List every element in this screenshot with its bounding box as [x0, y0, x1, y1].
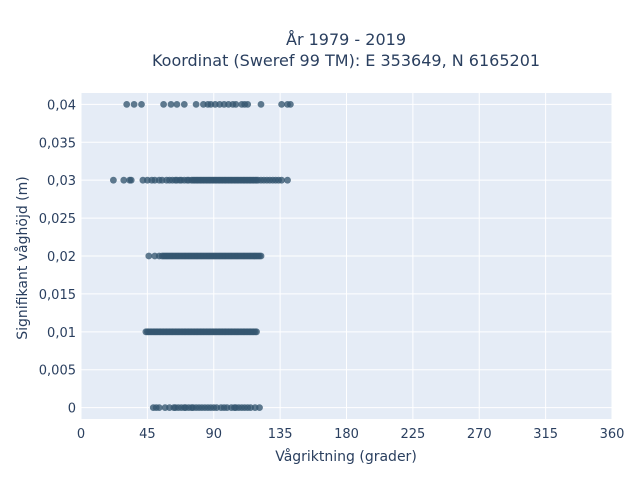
data-point: [120, 176, 128, 184]
y-tick-label: 0: [68, 402, 76, 417]
data-point: [257, 101, 265, 108]
data-point: [180, 101, 188, 108]
data-point: [110, 176, 117, 184]
series-row: [110, 176, 291, 184]
y-tick-label: 0,005: [39, 364, 76, 379]
x-tick-label: 360: [600, 427, 625, 442]
chart-title-line-1: År 1979 - 2019: [286, 30, 406, 49]
x-tick-label: 270: [467, 427, 492, 442]
x-axis-ticks: 0 45 90 135 180 225 270 315 360: [77, 427, 625, 442]
data-point: [257, 252, 265, 260]
data-point: [244, 101, 252, 108]
y-axis-title: Signifikant våghöjd (m): [14, 176, 31, 339]
series-row: [123, 101, 294, 108]
data-point: [173, 101, 181, 108]
y-tick-label: 0,04: [47, 98, 76, 113]
data-point: [127, 176, 135, 184]
y-axis-ticks: 0 0,005 0,01 0,015 0,02 0,025 0,03 0,035 0,04: [39, 98, 76, 416]
y-tick-label: 0,025: [39, 212, 76, 227]
data-point: [138, 101, 145, 108]
data-point: [278, 176, 285, 184]
series-row: [142, 328, 260, 336]
data-point: [167, 101, 175, 108]
x-tick-label: 45: [139, 427, 156, 442]
y-tick-label: 0,02: [47, 250, 76, 265]
chart-title-line-2: Koordinat (Sweref 99 TM): E 353649, N 61…: [152, 51, 540, 70]
x-tick-label: 315: [533, 427, 558, 442]
series-row: [149, 404, 263, 411]
grid-lines: [80, 93, 613, 419]
data-point: [192, 101, 200, 108]
y-tick-label: 0,01: [47, 326, 76, 341]
data-point: [256, 404, 263, 411]
data-point: [160, 101, 168, 108]
x-tick-label: 180: [334, 427, 359, 442]
data-markers: [110, 101, 294, 411]
series-row: [145, 252, 265, 260]
data-point: [287, 101, 294, 108]
data-point: [130, 101, 138, 108]
x-tick-label: 0: [77, 427, 85, 442]
x-tick-label: 135: [268, 427, 293, 442]
data-point: [145, 252, 153, 260]
y-tick-label: 0,03: [47, 174, 76, 189]
x-tick-label: 90: [205, 427, 222, 442]
data-point: [155, 404, 163, 411]
x-axis-title: Vågriktning (grader): [275, 448, 417, 465]
data-point: [284, 176, 291, 184]
y-tick-label: 0,035: [39, 136, 76, 151]
data-point: [278, 101, 285, 108]
data-point: [253, 328, 260, 336]
data-point: [123, 101, 131, 108]
data-point: [232, 101, 240, 108]
y-tick-label: 0,015: [39, 288, 76, 303]
x-tick-label: 225: [400, 427, 425, 442]
